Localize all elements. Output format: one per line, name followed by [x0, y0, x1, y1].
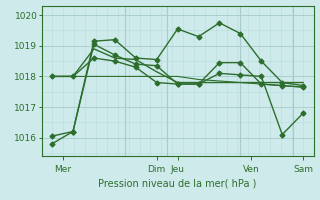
- X-axis label: Pression niveau de la mer( hPa ): Pression niveau de la mer( hPa ): [99, 178, 257, 188]
